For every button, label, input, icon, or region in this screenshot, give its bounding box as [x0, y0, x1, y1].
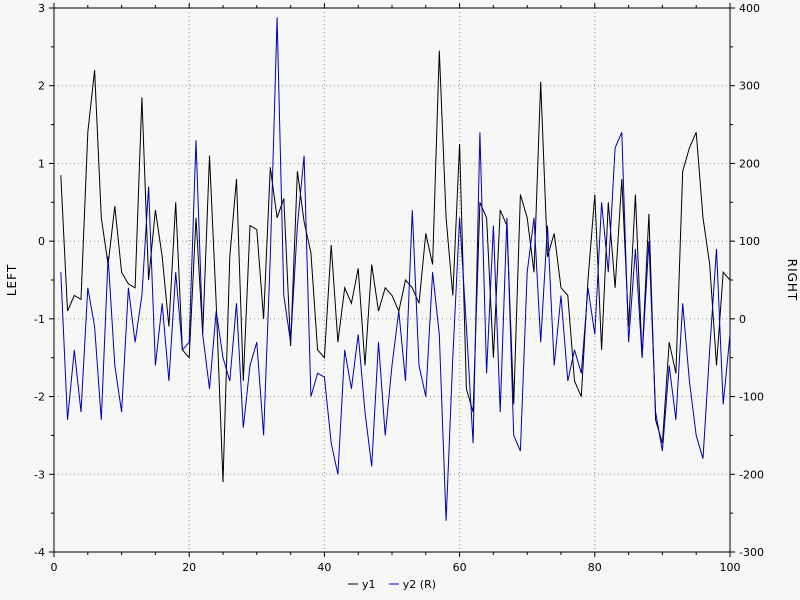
- series-layer: [60, 17, 731, 521]
- plot-border: [53, 7, 731, 553]
- right-axis-title: RIGHT: [785, 259, 799, 302]
- left-tick-label: -3: [34, 468, 45, 481]
- x-tick-label: 20: [182, 561, 196, 574]
- series-line-y2-r-: [60, 17, 731, 521]
- right-tick-label: 200: [739, 157, 760, 170]
- x-tick-label: 100: [720, 561, 741, 574]
- left-tick-label: 1: [38, 157, 45, 170]
- x-tick-label: 80: [588, 561, 602, 574]
- tick-labels: 0 20 40 60 80 100 -4 -3 -2 -1 0 1 2 3 -300 -200 -100 0 100…: [34, 2, 764, 574]
- series-line-y1: [60, 50, 731, 483]
- grid-layer: [54, 8, 730, 552]
- left-tick-label: 0: [38, 235, 45, 248]
- left-tick-label: 3: [38, 2, 45, 15]
- x-tick-label: 60: [453, 561, 467, 574]
- x-tick-label: 40: [317, 561, 331, 574]
- right-tick-label: 300: [739, 80, 760, 93]
- right-tick-label: 400: [739, 2, 760, 15]
- legend-label: y2 (R): [403, 578, 436, 591]
- left-axis-title: LEFT: [5, 264, 19, 296]
- plot-frame: [53, 7, 731, 553]
- left-tick-label: 2: [38, 80, 45, 93]
- right-tick-label: -300: [739, 546, 764, 559]
- right-tick-label: -200: [739, 468, 764, 481]
- tick-layer: [49, 3, 735, 557]
- legend-label: y1: [362, 578, 376, 591]
- right-tick-label: -100: [739, 391, 764, 404]
- legend: y1 y2 (R): [348, 578, 436, 591]
- right-tick-label: 100: [739, 235, 760, 248]
- left-tick-label: -4: [34, 546, 45, 559]
- axis-titles: LEFT RIGHT: [5, 259, 799, 302]
- left-tick-label: -1: [34, 313, 45, 326]
- x-tick-label: 0: [51, 561, 58, 574]
- right-tick-label: 0: [739, 313, 746, 326]
- left-tick-label: -2: [34, 391, 45, 404]
